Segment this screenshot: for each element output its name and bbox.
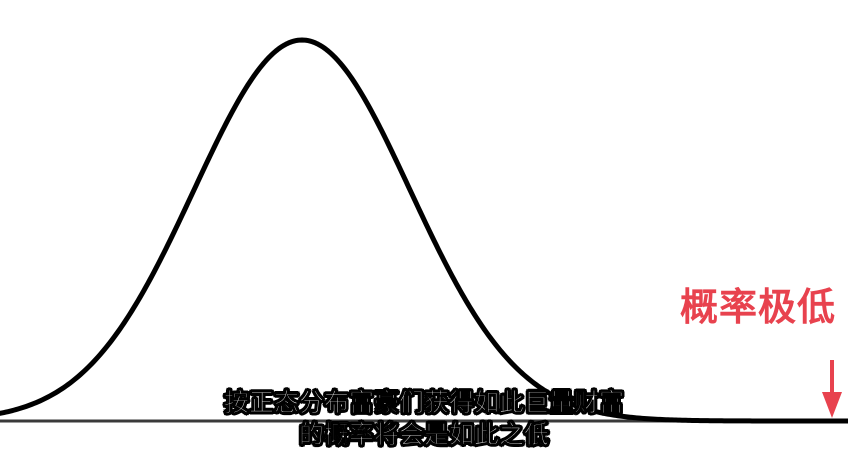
bell-curve-line	[0, 37, 848, 424]
subtitle-line-2: 的概率将会是如此之低	[298, 420, 550, 450]
low-probability-label: 概率极低	[679, 285, 836, 329]
subtitle-line-1: 按正态分布富豪们获得如此巨量财富	[223, 388, 625, 418]
down-arrow-icon	[822, 360, 842, 418]
